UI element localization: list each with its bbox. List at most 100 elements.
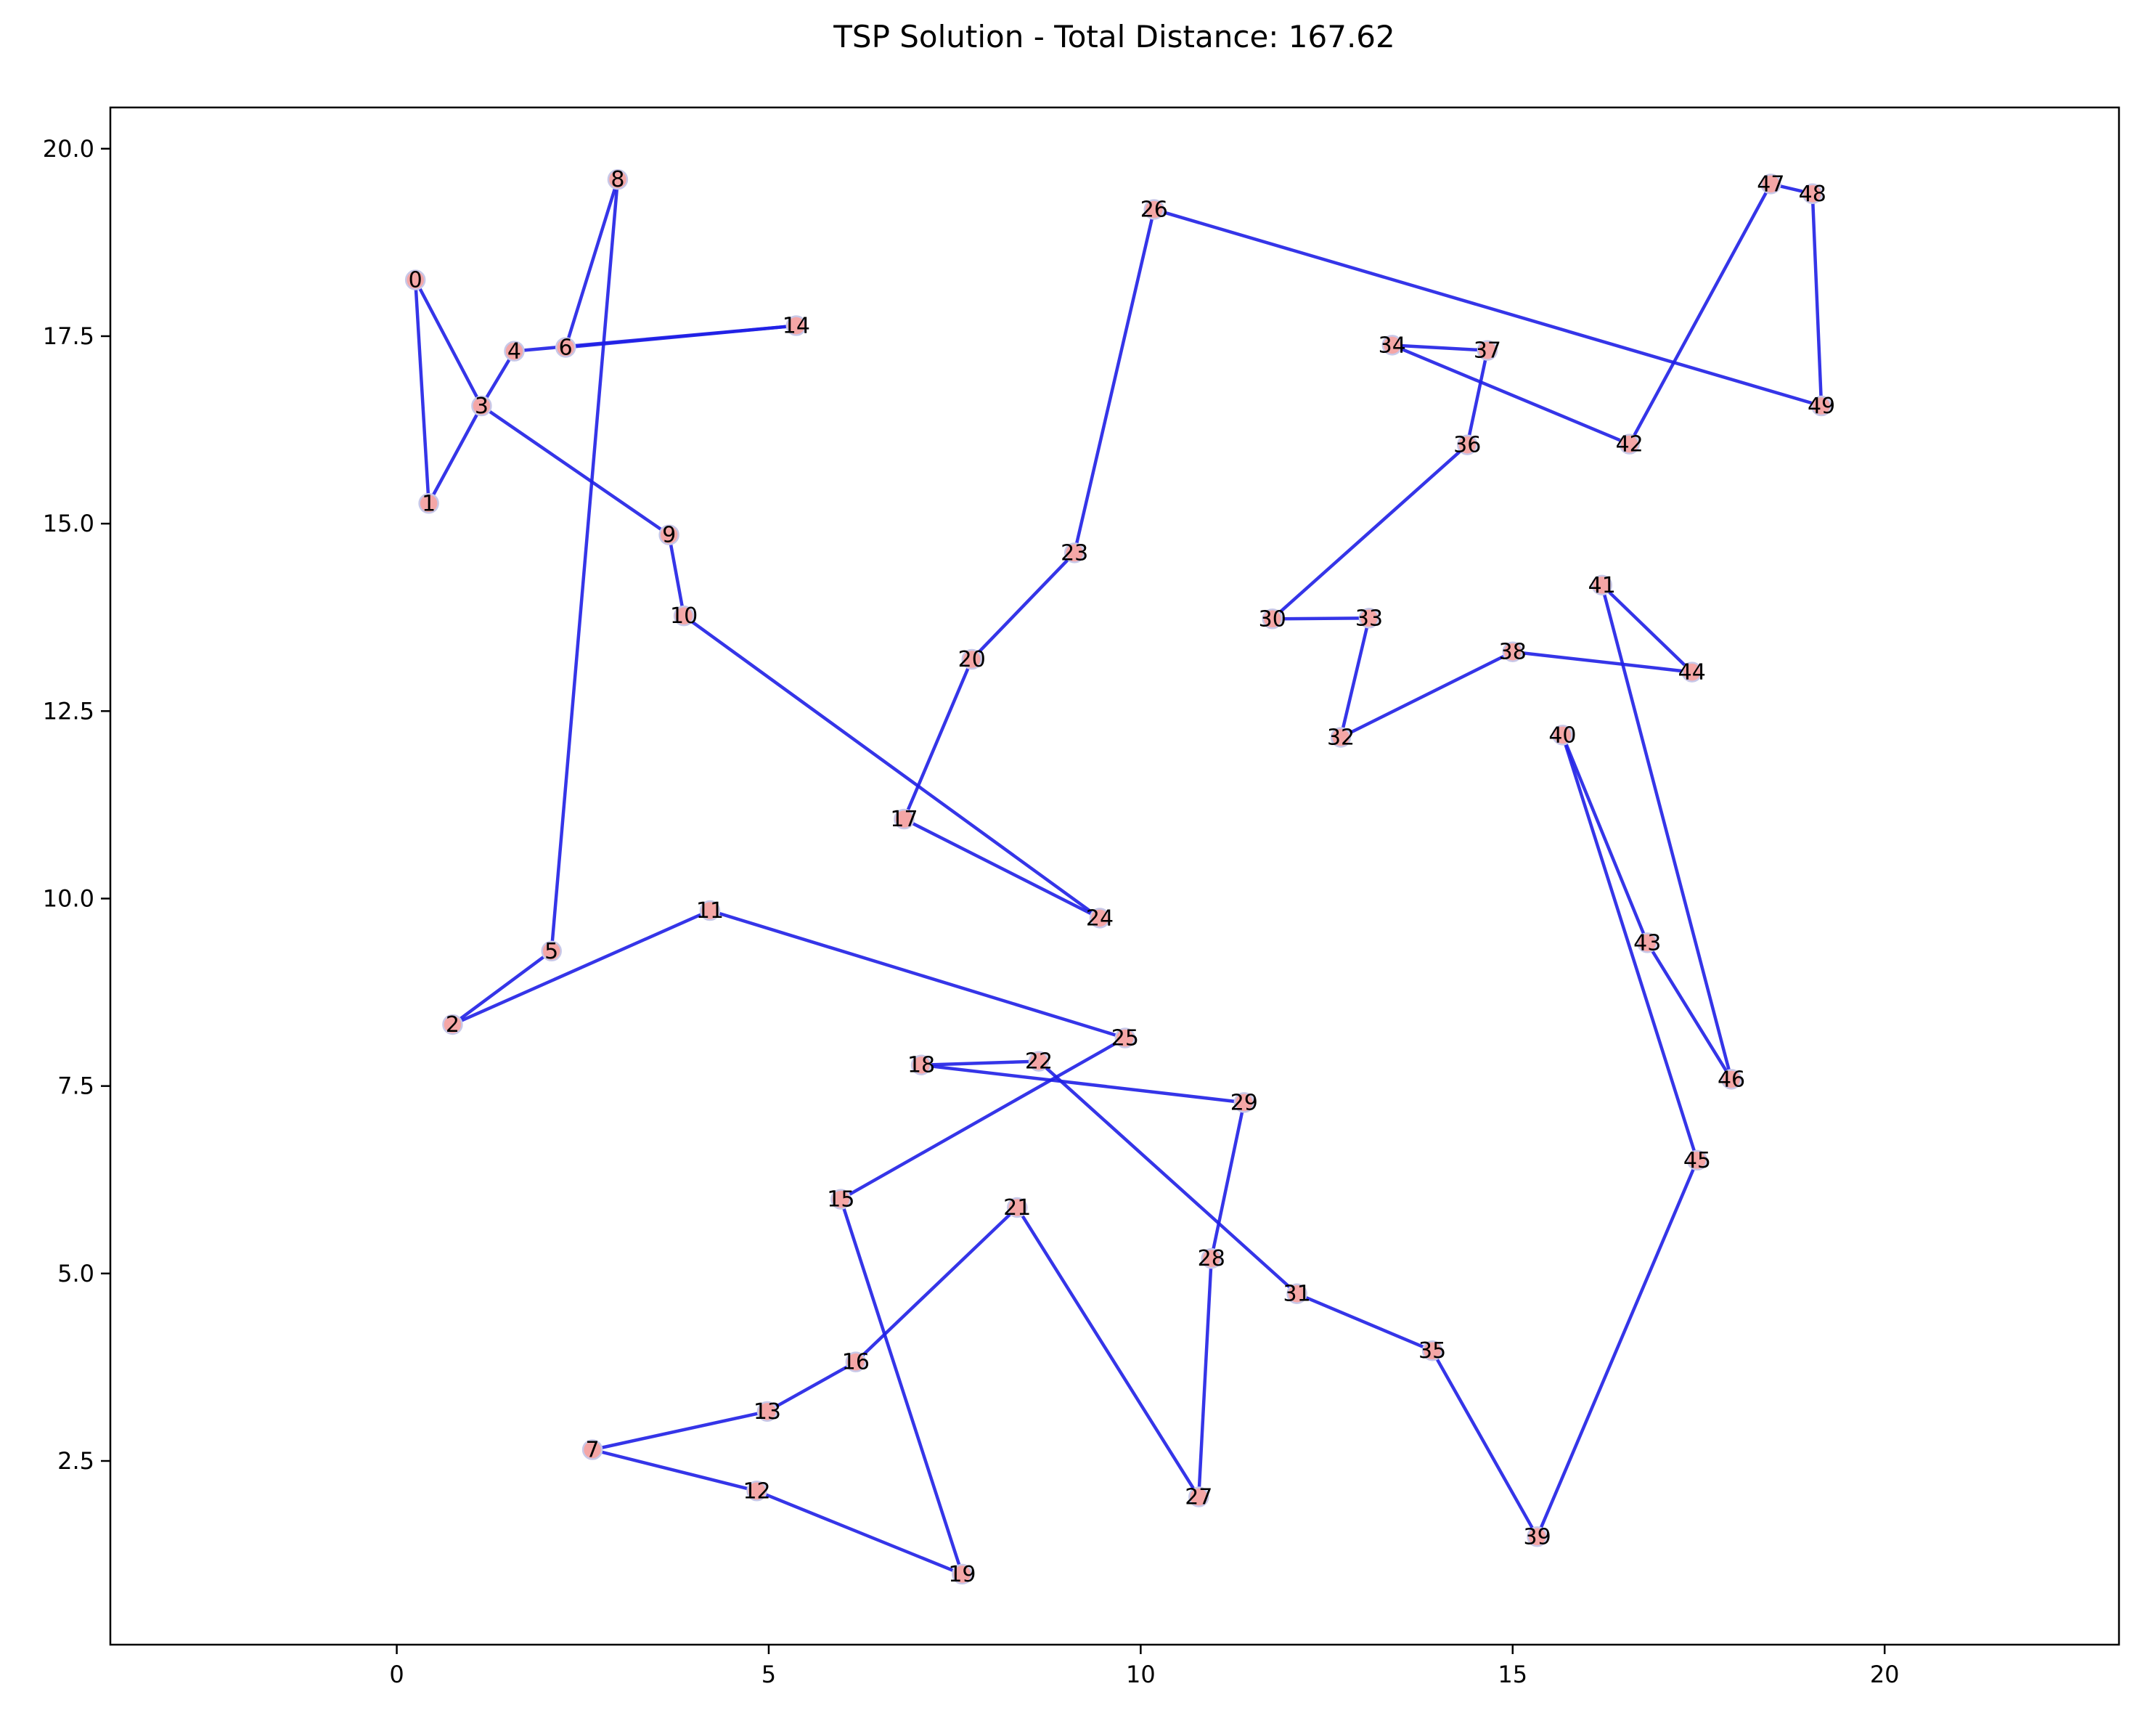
- route-segment: [839, 1036, 1127, 1201]
- route-segment: [451, 908, 712, 1027]
- city-point: [1201, 1247, 1222, 1269]
- city-label: 6: [559, 335, 573, 360]
- city-label: 10: [670, 603, 698, 629]
- city-label: 26: [1140, 197, 1168, 222]
- route-segment: [1430, 1348, 1539, 1539]
- city-point: [1686, 1149, 1708, 1171]
- city-point: [1802, 183, 1824, 205]
- city-label: 44: [1678, 660, 1706, 685]
- city-label: 28: [1198, 1246, 1225, 1271]
- y-tick-label: 15.0: [43, 510, 94, 537]
- city-label: 21: [1003, 1195, 1031, 1221]
- y-tick-label: 7.5: [57, 1072, 94, 1100]
- route-segment: [1810, 192, 1824, 408]
- city-label: 5: [544, 939, 558, 964]
- route-segment: [1535, 1158, 1699, 1539]
- chart-title: TSP Solution - Total Distance: 167.62: [833, 19, 1395, 54]
- route-segment: [1511, 650, 1694, 674]
- route-segment: [1646, 941, 1734, 1081]
- city-point: [910, 1054, 932, 1075]
- y-tick-label: 12.5: [43, 697, 94, 725]
- city-point: [1552, 725, 1573, 746]
- city-label: 23: [1061, 540, 1088, 566]
- city-point: [1619, 433, 1640, 455]
- route-segment: [1037, 1059, 1299, 1295]
- route-segment: [1390, 343, 1490, 352]
- city-label: 38: [1499, 640, 1527, 665]
- city-label: 1: [422, 491, 436, 516]
- x-tick-label: 0: [389, 1661, 404, 1688]
- route-segment: [1072, 208, 1156, 555]
- city-label: 42: [1616, 432, 1643, 457]
- city-point: [699, 900, 721, 921]
- city-label: 35: [1418, 1338, 1446, 1364]
- city-nodes: [404, 168, 1832, 1585]
- city-label: 14: [783, 314, 810, 339]
- route-segment: [1561, 733, 1649, 945]
- city-label: 34: [1379, 333, 1406, 358]
- city-point: [555, 337, 576, 358]
- city-label: 9: [662, 523, 676, 548]
- city-point: [442, 1014, 463, 1035]
- route-segment: [1600, 583, 1734, 1081]
- city-label: 37: [1474, 338, 1501, 364]
- city-label: 30: [1259, 606, 1286, 632]
- route-segment: [682, 614, 1102, 920]
- route-segment: [590, 1448, 759, 1493]
- route-segment: [919, 1059, 1041, 1067]
- city-label: 11: [696, 898, 724, 924]
- city-label: 46: [1718, 1067, 1745, 1092]
- city-labels: 0123456789101112131415161718192021222324…: [409, 167, 1836, 1587]
- city-point: [1591, 574, 1613, 596]
- city-point: [404, 269, 426, 290]
- city-point: [1358, 608, 1380, 629]
- city-point: [1233, 1092, 1255, 1113]
- city-point: [1188, 1486, 1209, 1507]
- city-label: 18: [907, 1053, 935, 1078]
- city-label: 17: [890, 807, 918, 832]
- route-segment: [590, 1409, 769, 1452]
- route-segment: [919, 1063, 1246, 1104]
- city-label: 24: [1086, 905, 1114, 931]
- x-tick-label: 15: [1498, 1661, 1527, 1688]
- city-label: 33: [1355, 606, 1383, 631]
- city-label: 13: [754, 1399, 781, 1425]
- city-label: 36: [1453, 433, 1481, 458]
- city-label: 15: [827, 1187, 854, 1213]
- city-point: [746, 1481, 767, 1502]
- city-label: 40: [1548, 722, 1576, 748]
- y-tick-label: 5.0: [57, 1260, 94, 1287]
- route-segment: [902, 817, 1102, 920]
- city-point: [504, 341, 525, 362]
- x-axis: 0 5 10 15 20: [389, 1645, 1900, 1688]
- city-point: [658, 524, 679, 545]
- city-point: [1502, 641, 1524, 662]
- route-segment: [854, 1205, 1019, 1364]
- city-point: [845, 1351, 867, 1372]
- city-point: [471, 395, 492, 417]
- city-point: [785, 315, 807, 336]
- y-tick-label: 20.0: [43, 135, 94, 163]
- city-label: 25: [1111, 1026, 1139, 1051]
- city-point: [1114, 1027, 1136, 1049]
- route-segment: [708, 908, 1127, 1040]
- city-label: 49: [1808, 394, 1835, 419]
- city-point: [1760, 174, 1781, 195]
- city-point: [581, 1439, 603, 1460]
- city-label: 8: [611, 167, 624, 192]
- route-segment: [480, 404, 671, 537]
- route-segment: [755, 1489, 964, 1576]
- route-segment: [667, 533, 686, 618]
- city-label: 43: [1633, 930, 1661, 956]
- city-point: [1681, 661, 1703, 683]
- route-segment: [1197, 1256, 1213, 1499]
- city-label: 16: [842, 1350, 870, 1375]
- axes-frame: [109, 106, 2120, 1646]
- city-point: [756, 1401, 778, 1422]
- city-point: [541, 940, 562, 962]
- city-point: [1810, 395, 1832, 417]
- route-segment: [451, 949, 553, 1027]
- city-point: [1457, 434, 1478, 455]
